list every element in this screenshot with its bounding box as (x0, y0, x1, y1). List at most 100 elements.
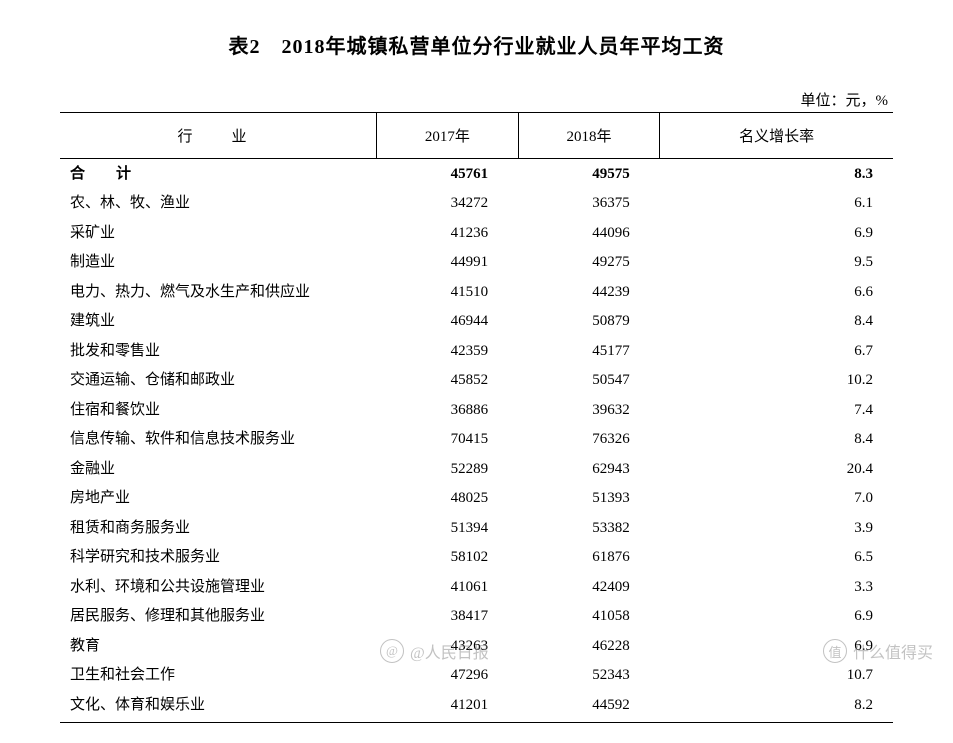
table-row: 交通运输、仓储和邮政业458525054710.2 (60, 366, 893, 396)
industry-cell: 卫生和社会工作 (60, 661, 377, 691)
industry-cell: 房地产业 (60, 484, 377, 514)
header-industry: 行 业 (60, 113, 377, 159)
growth-cell: 6.9 (660, 602, 893, 632)
watermark-right-text: 什么值得买 (853, 639, 933, 663)
y2018-cell: 49275 (518, 248, 660, 278)
growth-cell: 20.4 (660, 454, 893, 484)
table-row: 制造业44991492759.5 (60, 248, 893, 278)
table-row: 批发和零售业42359451776.7 (60, 336, 893, 366)
y2018-cell: 44239 (518, 277, 660, 307)
table-row: 金融业522896294320.4 (60, 454, 893, 484)
table-row: 水利、环境和公共设施管理业41061424093.3 (60, 572, 893, 602)
growth-cell: 7.4 (660, 395, 893, 425)
wage-table: 行 业 2017年 2018年 名义增长率 合 计 45761 49575 8.… (60, 112, 893, 723)
industry-cell: 建筑业 (60, 307, 377, 337)
y2018-cell: 51393 (518, 484, 660, 514)
y2017-cell: 34272 (377, 189, 519, 219)
industry-cell: 水利、环境和公共设施管理业 (60, 572, 377, 602)
growth-cell: 9.5 (660, 248, 893, 278)
y2017-cell: 70415 (377, 425, 519, 455)
y2018-cell: 50547 (518, 366, 660, 396)
industry-cell: 信息传输、软件和信息技术服务业 (60, 425, 377, 455)
y2017-cell: 41061 (377, 572, 519, 602)
watermark-smzdm: 值 什么值得买 (823, 639, 933, 663)
industry-cell: 金融业 (60, 454, 377, 484)
industry-cell: 电力、热力、燃气及水生产和供应业 (60, 277, 377, 307)
y2018-cell: 42409 (518, 572, 660, 602)
y2018-cell: 44592 (518, 690, 660, 723)
industry-cell: 租赁和商务服务业 (60, 513, 377, 543)
table-row: 农、林、牧、渔业34272363756.1 (60, 189, 893, 219)
y2018-cell: 46228 (518, 631, 660, 661)
y2017-cell: 42359 (377, 336, 519, 366)
table-row: 文化、体育和娱乐业41201445928.2 (60, 690, 893, 723)
y2018-cell: 36375 (518, 189, 660, 219)
growth-cell: 3.9 (660, 513, 893, 543)
growth-cell: 6.1 (660, 189, 893, 219)
table-row: 卫生和社会工作472965234310.7 (60, 661, 893, 691)
y2018-cell: 53382 (518, 513, 660, 543)
industry-cell: 教育 (60, 631, 377, 661)
table-row: 电力、热力、燃气及水生产和供应业41510442396.6 (60, 277, 893, 307)
table-title: 表2 2018年城镇私营单位分行业就业人员年平均工资 (60, 30, 893, 59)
y2018-cell: 76326 (518, 425, 660, 455)
y2017-cell: 41236 (377, 218, 519, 248)
table-row: 住宿和餐饮业36886396327.4 (60, 395, 893, 425)
y2018-cell: 62943 (518, 454, 660, 484)
growth-cell: 6.5 (660, 543, 893, 573)
y2018-cell: 50879 (518, 307, 660, 337)
y2018-cell: 44096 (518, 218, 660, 248)
unit-label: 单位：元，% (60, 89, 893, 110)
industry-cell: 居民服务、修理和其他服务业 (60, 602, 377, 632)
growth-cell: 6.6 (660, 277, 893, 307)
growth-cell: 6.9 (660, 218, 893, 248)
y2018-cell: 45177 (518, 336, 660, 366)
y2017-cell: 45852 (377, 366, 519, 396)
y2017-cell: 41510 (377, 277, 519, 307)
y2017-cell: 41201 (377, 690, 519, 723)
growth-cell: 3.3 (660, 572, 893, 602)
watermark-weibo: @ @人民日报 (380, 639, 489, 663)
table-row: 建筑业46944508798.4 (60, 307, 893, 337)
y2017-cell: 36886 (377, 395, 519, 425)
table-row: 信息传输、软件和信息技术服务业70415763268.4 (60, 425, 893, 455)
y2018-cell: 41058 (518, 602, 660, 632)
y2017-cell: 52289 (377, 454, 519, 484)
y2017-cell: 47296 (377, 661, 519, 691)
table-row: 采矿业41236440966.9 (60, 218, 893, 248)
industry-cell: 制造业 (60, 248, 377, 278)
header-2018: 2018年 (518, 113, 660, 159)
y2017-cell: 38417 (377, 602, 519, 632)
smzdm-icon: 值 (823, 639, 847, 663)
growth-cell: 8.4 (660, 425, 893, 455)
total-2017: 45761 (377, 159, 519, 189)
growth-cell: 6.7 (660, 336, 893, 366)
y2017-cell: 51394 (377, 513, 519, 543)
growth-cell: 7.0 (660, 484, 893, 514)
y2017-cell: 46944 (377, 307, 519, 337)
y2017-cell: 48025 (377, 484, 519, 514)
y2017-cell: 58102 (377, 543, 519, 573)
industry-cell: 科学研究和技术服务业 (60, 543, 377, 573)
y2018-cell: 52343 (518, 661, 660, 691)
growth-cell: 8.2 (660, 690, 893, 723)
y2018-cell: 61876 (518, 543, 660, 573)
growth-cell: 10.2 (660, 366, 893, 396)
industry-cell: 采矿业 (60, 218, 377, 248)
growth-cell: 8.4 (660, 307, 893, 337)
industry-cell: 农、林、牧、渔业 (60, 189, 377, 219)
total-2018: 49575 (518, 159, 660, 189)
header-2017: 2017年 (377, 113, 519, 159)
total-growth: 8.3 (660, 159, 893, 189)
industry-cell: 批发和零售业 (60, 336, 377, 366)
table-row: 租赁和商务服务业51394533823.9 (60, 513, 893, 543)
weibo-icon: @ (380, 639, 404, 663)
growth-cell: 10.7 (660, 661, 893, 691)
total-label: 合 计 (60, 159, 377, 189)
industry-cell: 文化、体育和娱乐业 (60, 690, 377, 723)
header-growth: 名义增长率 (660, 113, 893, 159)
industry-cell: 住宿和餐饮业 (60, 395, 377, 425)
header-row: 行 业 2017年 2018年 名义增长率 (60, 113, 893, 159)
total-row: 合 计 45761 49575 8.3 (60, 159, 893, 189)
industry-cell: 交通运输、仓储和邮政业 (60, 366, 377, 396)
